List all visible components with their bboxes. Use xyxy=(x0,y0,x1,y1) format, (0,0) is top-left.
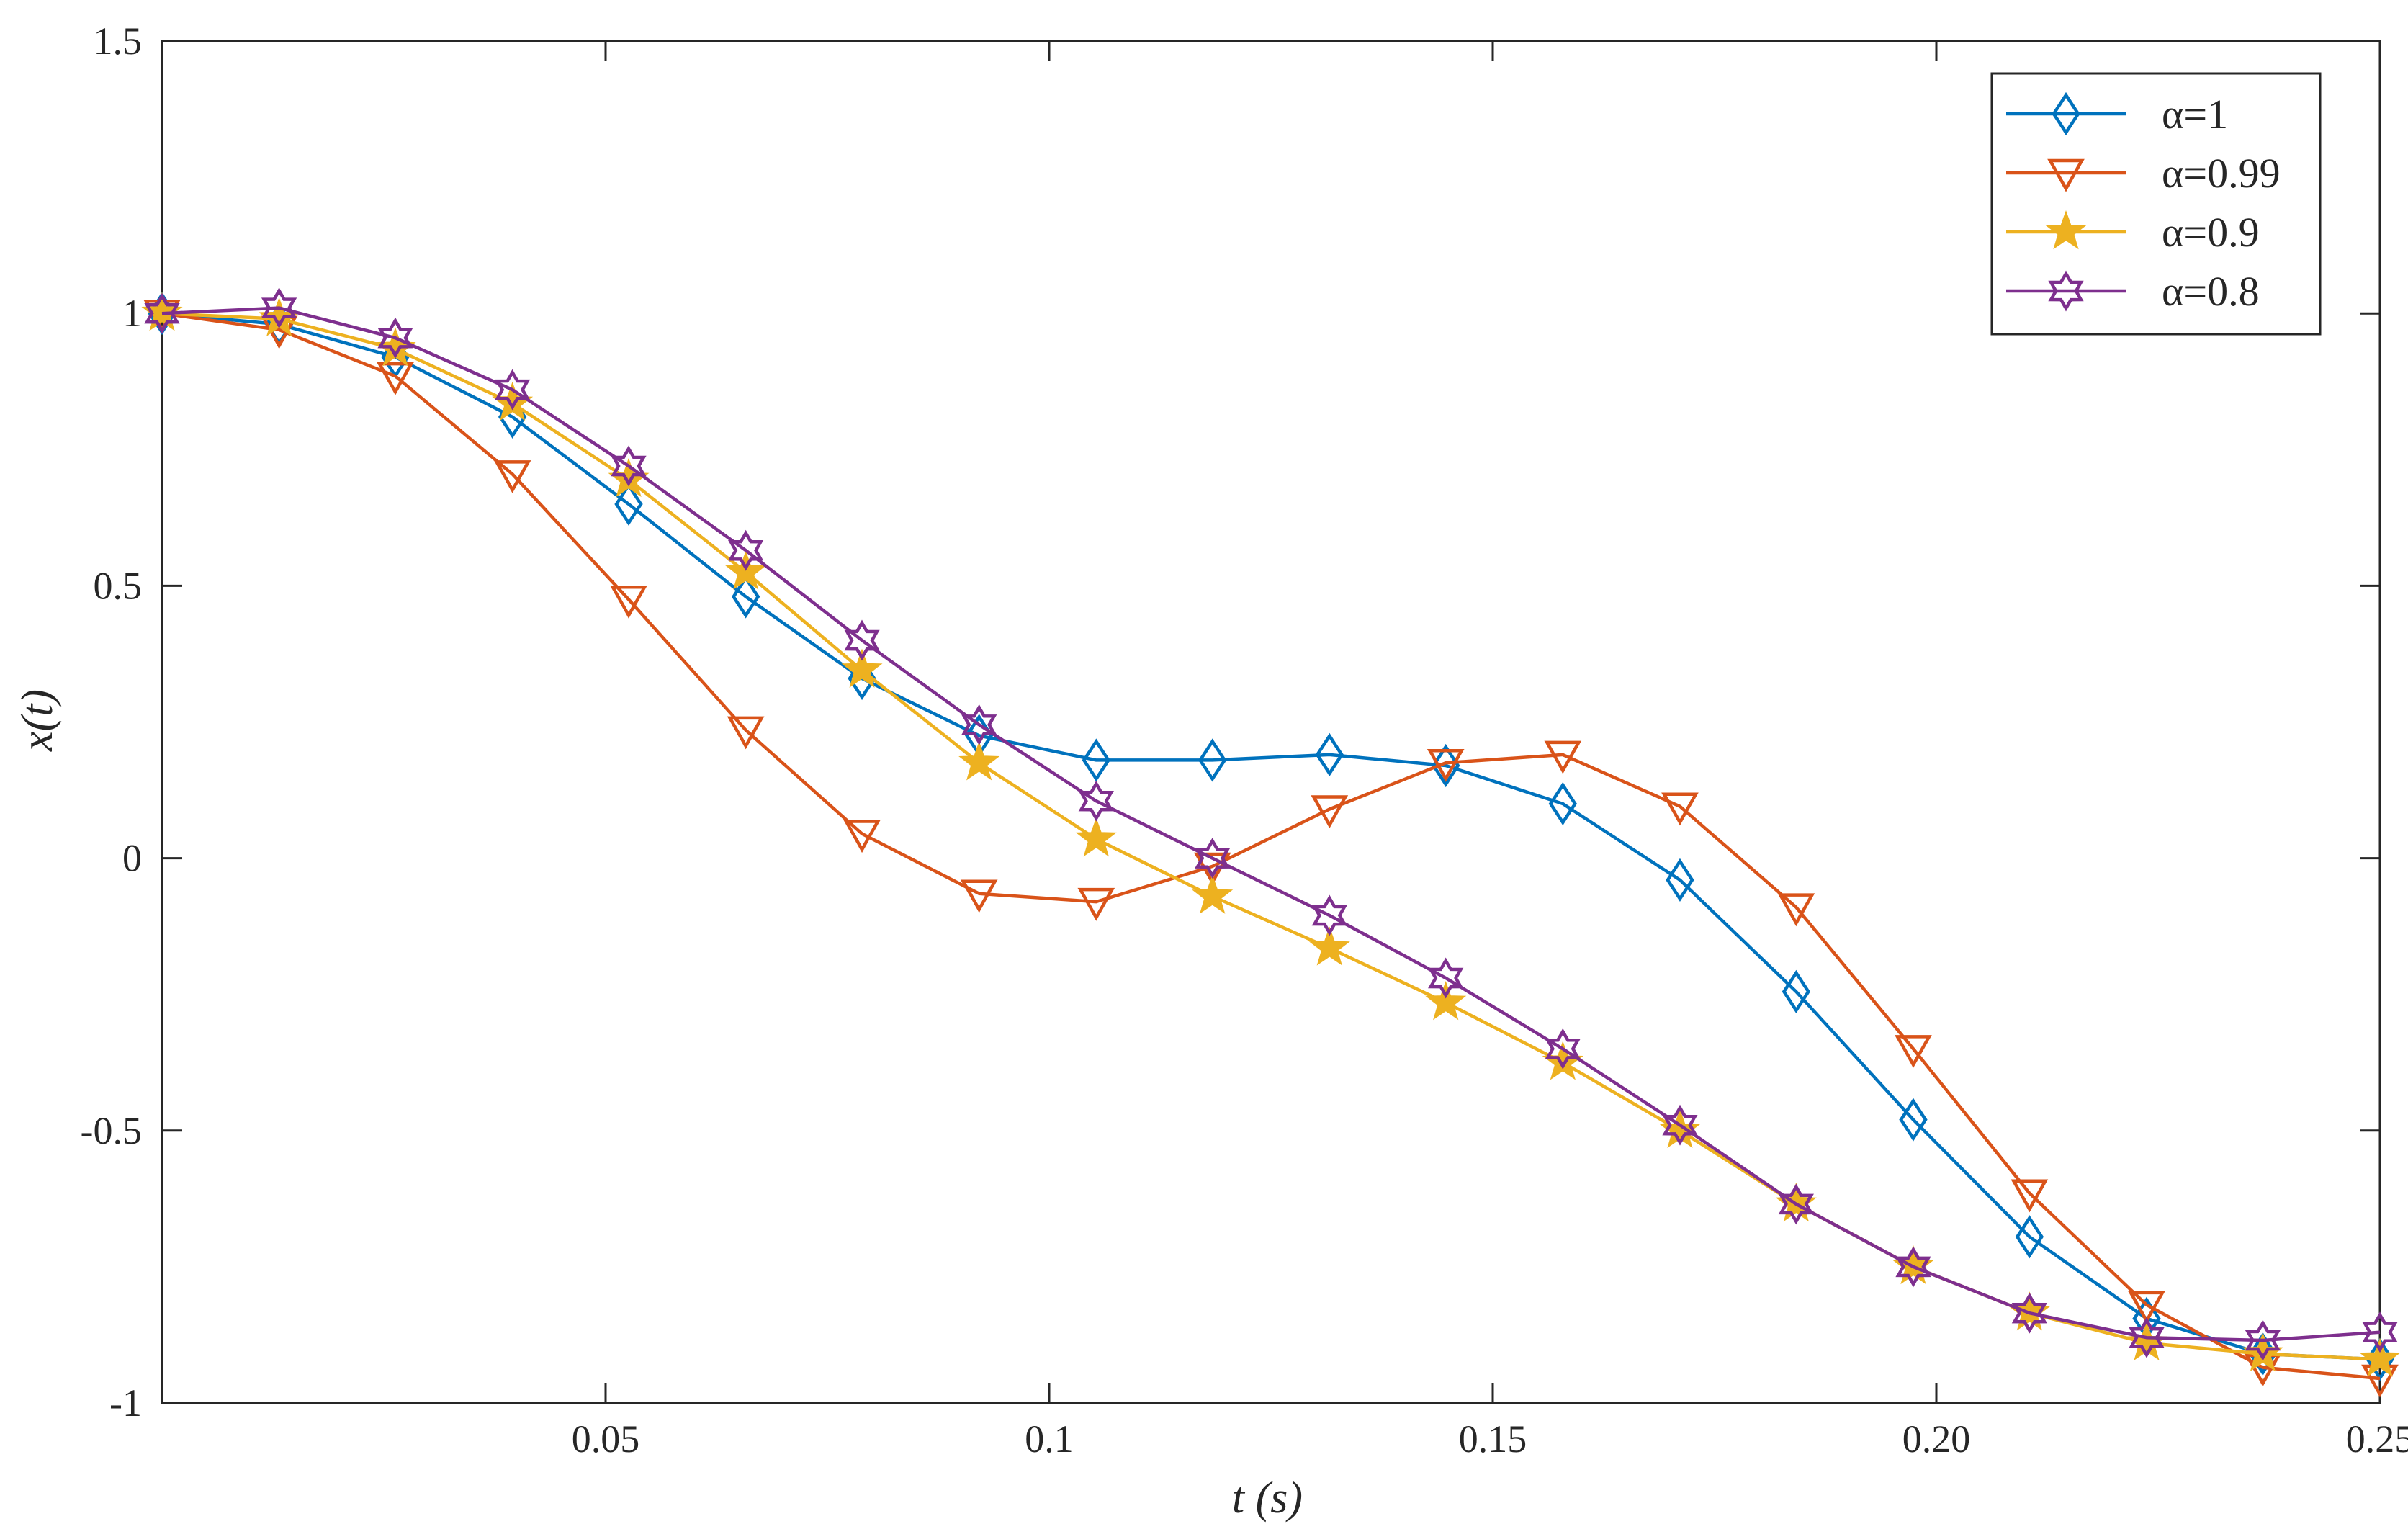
data-point-marker xyxy=(728,529,764,571)
legend-entry: α=0.9 xyxy=(2006,209,2260,256)
data-point-marker xyxy=(1548,781,1578,826)
data-point-marker xyxy=(261,287,297,329)
data-point-marker xyxy=(1075,817,1117,857)
legend: α=1 α=0.99 α=0.9 α=0.8 xyxy=(1990,72,2322,336)
data-point-marker xyxy=(1308,926,1350,966)
data-point-marker xyxy=(1895,1035,1932,1068)
legend-label: α=0.9 xyxy=(2162,209,2260,256)
data-point-marker xyxy=(1311,894,1347,936)
legend-entry: α=0.8 xyxy=(2006,268,2260,315)
data-point-marker xyxy=(961,704,997,745)
legend-entry: α=1 xyxy=(2006,91,2228,138)
data-point-marker xyxy=(611,445,647,487)
x-tick-label: 0.25 xyxy=(2346,1417,2408,1461)
data-point-marker xyxy=(1432,743,1460,788)
series-layer xyxy=(141,287,2401,1398)
series-line xyxy=(161,311,2381,1361)
data-point-marker xyxy=(1662,1104,1698,1146)
legend-entry: α=0.99 xyxy=(2006,150,2281,197)
y-tick-label: -0.5 xyxy=(81,1109,142,1152)
data-point-marker xyxy=(731,575,760,619)
x-tick-label: 0.20 xyxy=(1902,1417,1971,1461)
data-point-marker xyxy=(1195,838,1231,879)
data-point-marker xyxy=(958,741,1000,781)
data-point-marker xyxy=(843,820,881,853)
y-tick-label: 0 xyxy=(122,837,142,880)
y-tick-label: 0.5 xyxy=(94,564,143,607)
data-point-marker xyxy=(1778,1183,1814,1225)
y-tick-label: 1.5 xyxy=(94,19,143,63)
series-line xyxy=(161,311,2381,1381)
data-point-marker xyxy=(1428,957,1464,999)
series-4 xyxy=(144,287,2398,1361)
y-axis-label: x(t) xyxy=(13,689,62,752)
x-tick-label: 0.1 xyxy=(1025,1417,1074,1461)
data-point-marker xyxy=(1077,887,1115,921)
data-point-marker xyxy=(1666,858,1694,902)
legend-swatch-marker xyxy=(2052,91,2080,136)
legend-swatch-marker xyxy=(2045,210,2087,250)
data-point-marker xyxy=(844,619,880,661)
x-tick-label: 0.05 xyxy=(572,1417,640,1461)
data-point-marker xyxy=(727,716,765,750)
data-point-marker xyxy=(1082,738,1110,782)
x-axis-ticks: 0.05 0.1 0.15 0.20 0.25 xyxy=(572,41,2408,1461)
data-point-marker xyxy=(493,460,531,493)
data-point-marker xyxy=(1659,1108,1701,1149)
data-point-marker xyxy=(1425,981,1467,1021)
data-point-marker xyxy=(1315,732,1344,776)
data-point-marker xyxy=(144,292,180,334)
data-point-marker xyxy=(2011,1292,2047,1334)
legend-label: α=0.99 xyxy=(2162,150,2281,197)
plot-area xyxy=(161,40,2381,1404)
data-point-marker xyxy=(2245,1319,2281,1361)
legend-label: α=1 xyxy=(2162,91,2228,138)
y-axis-ticks: 1.5 1 0.5 0 -0.5 -1 xyxy=(81,19,2380,1425)
data-point-marker xyxy=(2129,1317,2165,1358)
data-point-marker xyxy=(377,362,414,395)
data-point-marker xyxy=(1899,1098,1928,1142)
series-line xyxy=(161,306,2381,1342)
data-point-marker xyxy=(2015,1215,2044,1259)
data-point-marker xyxy=(614,482,643,526)
y-tick-label: 1 xyxy=(122,292,142,335)
data-point-marker xyxy=(2128,1291,2165,1324)
x-tick-label: 0.15 xyxy=(1459,1417,1527,1461)
y-tick-label: -1 xyxy=(109,1381,142,1425)
x-axis-label: t (s) xyxy=(1232,1474,1303,1523)
data-point-marker xyxy=(1192,874,1234,914)
data-point-marker xyxy=(2362,1311,2398,1353)
data-point-marker xyxy=(1895,1246,1931,1288)
data-point-marker xyxy=(377,317,413,359)
data-point-marker xyxy=(1078,780,1114,822)
data-point-marker xyxy=(1545,1028,1581,1070)
data-point-marker xyxy=(1198,738,1227,782)
data-point-marker xyxy=(1661,792,1699,826)
legend-swatch-marker xyxy=(2047,158,2085,192)
data-point-marker xyxy=(1782,969,1811,1014)
data-point-marker xyxy=(2011,1179,2049,1213)
axes-box xyxy=(161,40,2381,1404)
data-point-marker xyxy=(1777,893,1815,927)
data-point-marker xyxy=(610,586,647,619)
data-point-marker xyxy=(1311,795,1349,829)
legend-label: α=0.8 xyxy=(2162,268,2260,315)
data-point-marker xyxy=(960,879,998,913)
data-point-marker xyxy=(495,369,531,411)
data-point-marker xyxy=(1544,740,1582,774)
data-point-marker xyxy=(2359,1337,2401,1377)
data-point-marker xyxy=(1427,748,1465,782)
legend-swatch-marker xyxy=(2048,270,2084,312)
data-point-marker xyxy=(841,648,883,688)
